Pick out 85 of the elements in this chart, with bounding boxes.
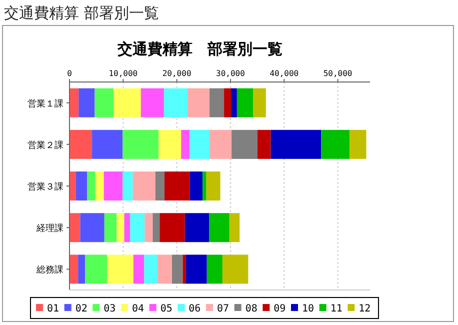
bar bbox=[70, 172, 76, 200]
legend-label: 08 bbox=[245, 304, 258, 314]
bar bbox=[160, 213, 185, 242]
bar bbox=[350, 130, 366, 159]
x-tick-label: 10,000 bbox=[108, 69, 138, 78]
bar bbox=[229, 213, 240, 242]
bar bbox=[232, 130, 258, 159]
legend-label: 11 bbox=[330, 304, 342, 314]
bar bbox=[210, 130, 232, 159]
y-tick-label: 営業３課 bbox=[28, 182, 64, 192]
legend-label: 02 bbox=[75, 304, 88, 314]
bar bbox=[182, 254, 186, 284]
bar bbox=[104, 213, 117, 242]
bar bbox=[133, 254, 144, 284]
bar bbox=[76, 172, 88, 200]
bar bbox=[92, 130, 123, 159]
bar bbox=[164, 172, 190, 200]
bar bbox=[107, 254, 134, 284]
bar bbox=[186, 254, 207, 284]
bar bbox=[190, 130, 210, 159]
legend-label: 07 bbox=[217, 304, 230, 314]
bar bbox=[188, 88, 210, 118]
y-tick-label: 総務課 bbox=[36, 264, 64, 276]
bar bbox=[181, 130, 190, 159]
bar bbox=[132, 172, 156, 200]
bar bbox=[209, 213, 230, 242]
bar bbox=[122, 130, 159, 159]
bar bbox=[155, 172, 164, 200]
bar bbox=[172, 254, 183, 284]
bar bbox=[104, 172, 123, 200]
chart-title: 交通費精算 部署別一覧 bbox=[116, 40, 282, 58]
legend-label: 03 bbox=[104, 304, 116, 314]
bar bbox=[70, 213, 80, 242]
bar bbox=[78, 254, 86, 284]
x-tick-label: 40,000 bbox=[270, 69, 299, 78]
bar bbox=[164, 88, 188, 118]
bar bbox=[70, 254, 78, 284]
x-tick-label: 50,000 bbox=[323, 69, 352, 78]
bar bbox=[206, 254, 222, 284]
bar bbox=[190, 172, 203, 200]
bar bbox=[144, 254, 158, 284]
bar bbox=[95, 172, 104, 200]
bar bbox=[122, 172, 133, 200]
bar bbox=[140, 88, 164, 118]
x-tick-label: 0 bbox=[67, 69, 72, 78]
bar bbox=[114, 88, 141, 118]
legend-label: 06 bbox=[188, 304, 201, 314]
legend-label: 09 bbox=[274, 304, 286, 314]
bar bbox=[158, 254, 172, 284]
bar bbox=[206, 172, 220, 200]
bar bbox=[224, 88, 232, 118]
bar bbox=[231, 88, 237, 118]
bar bbox=[124, 213, 130, 242]
legend-label: 10 bbox=[302, 304, 314, 314]
y-tick-label: 営業１課 bbox=[28, 98, 64, 110]
bar bbox=[184, 213, 210, 242]
bar bbox=[236, 88, 254, 118]
x-tick-label: 20,000 bbox=[162, 69, 192, 78]
bar bbox=[158, 130, 182, 159]
bar bbox=[87, 172, 96, 200]
bar bbox=[80, 213, 104, 242]
bar bbox=[116, 213, 124, 242]
bar bbox=[85, 254, 108, 284]
bar bbox=[70, 88, 79, 118]
legend-label: 01 bbox=[47, 304, 60, 314]
bar bbox=[202, 172, 206, 200]
bar bbox=[94, 88, 114, 118]
y-tick-label: 営業２課 bbox=[28, 140, 64, 151]
bar bbox=[152, 213, 160, 242]
legend-label: 12 bbox=[358, 304, 371, 314]
bar bbox=[144, 213, 153, 242]
bar bbox=[253, 88, 266, 118]
bar bbox=[222, 254, 248, 284]
bar bbox=[270, 130, 322, 159]
text: 交通費精算 部署別一覧 bbox=[4, 4, 159, 22]
bar bbox=[78, 88, 95, 118]
y-tick-label: 経理課 bbox=[36, 223, 64, 234]
bar bbox=[130, 213, 145, 242]
legend-label: 05 bbox=[160, 304, 172, 314]
x-tick-label: 30,000 bbox=[216, 69, 246, 78]
bar bbox=[210, 88, 224, 118]
bar bbox=[257, 130, 271, 159]
legend-label: 04 bbox=[132, 304, 144, 314]
bar bbox=[321, 130, 350, 159]
bar bbox=[70, 130, 92, 159]
